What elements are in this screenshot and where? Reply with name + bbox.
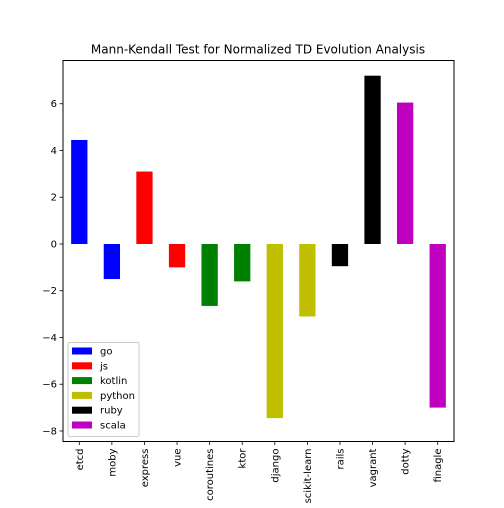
legend-label-kotlin: kotlin	[100, 376, 127, 387]
x-tick-label-rails: rails	[335, 449, 346, 470]
bars-group	[71, 75, 446, 419]
bar-etcd	[71, 139, 88, 244]
y-tick-label: 0	[51, 239, 57, 250]
bar-dotty	[396, 102, 414, 244]
bar-finagle	[429, 243, 446, 408]
bar-ktor	[234, 243, 251, 282]
x-tick-label-finagle: finagle	[433, 449, 444, 483]
bar-coroutines	[201, 243, 218, 306]
legend-swatch-kotlin	[72, 377, 92, 385]
x-tick-label-ktor: ktor	[238, 448, 249, 469]
x-tick-label-express: express	[140, 449, 151, 488]
y-tick-label: 2	[51, 193, 57, 204]
bar-vagrant	[364, 75, 381, 244]
x-tick-label-coroutines: coroutines	[205, 449, 216, 501]
bar-vue	[168, 243, 186, 268]
legend-swatch-python	[72, 391, 92, 399]
bar-moby	[103, 243, 121, 280]
legend-label-scala: scala	[100, 421, 126, 432]
x-tick-label-vagrant: vagrant	[368, 448, 379, 487]
legend-swatch-js	[72, 362, 92, 370]
legend-label-js: js	[99, 361, 108, 372]
y-tick-label: 4	[51, 146, 57, 157]
x-axis: etcd moby express vue coroutines ktor django sc…	[75, 441, 444, 504]
legend-label-python: python	[100, 391, 135, 402]
legend-swatch-scala	[72, 421, 92, 429]
x-tick-label-scikit-learn: scikit-learn	[303, 449, 314, 504]
bar-express	[136, 171, 153, 244]
bar-rails	[331, 243, 349, 267]
y-tick-label: −8	[42, 426, 57, 437]
bar-scikit-learn	[299, 243, 316, 317]
legend-label-ruby: ruby	[100, 406, 123, 417]
y-tick-label: −2	[42, 286, 57, 297]
bar-django	[266, 243, 283, 419]
legend-swatch-go	[72, 347, 92, 355]
x-tick-label-dotty: dotty	[401, 448, 412, 474]
legend-swatch-ruby	[72, 406, 92, 414]
y-tick-label: 6	[51, 99, 57, 110]
y-tick-label: −6	[42, 380, 57, 391]
y-tick-label: −4	[42, 333, 57, 344]
y-axis: −8 −6 −4 −2 0 2 4 6	[42, 99, 63, 437]
legend: go js kotlin python ruby scala	[67, 342, 140, 437]
x-tick-label-moby: moby	[107, 448, 118, 476]
x-tick-label-etcd: etcd	[75, 449, 86, 471]
plot-frame	[62, 60, 455, 442]
x-tick-label-vue: vue	[173, 449, 184, 467]
legend-label-go: go	[100, 347, 112, 358]
chart-title: Mann-Kendall Test for Normalized TD Evol…	[91, 43, 425, 57]
x-tick-label-django: django	[270, 449, 281, 483]
